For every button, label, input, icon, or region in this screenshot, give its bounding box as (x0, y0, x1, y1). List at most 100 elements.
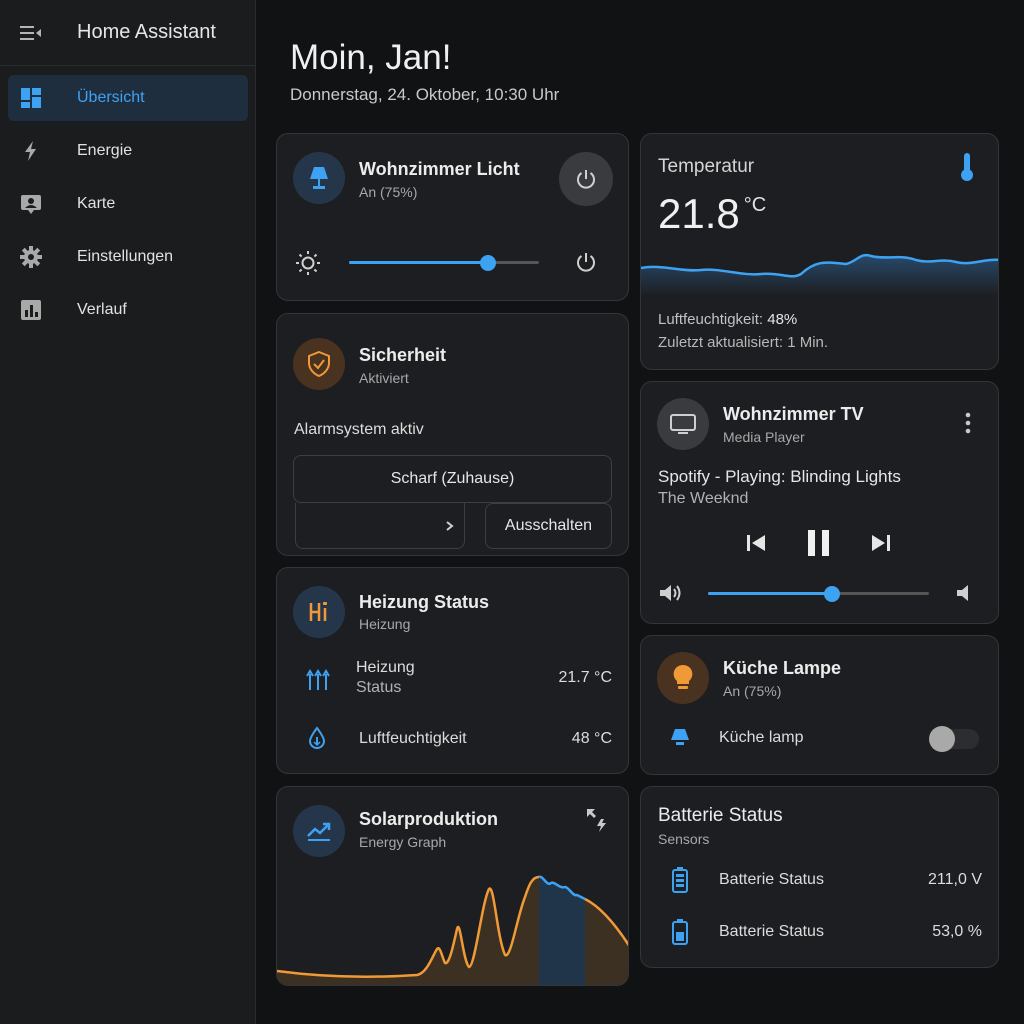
chevron-right-icon (446, 520, 454, 531)
skip-next-icon[interactable] (870, 532, 892, 554)
security-card: Sicherheit Aktiviert Alarmsystem aktiv S… (276, 313, 629, 556)
skip-previous-icon[interactable] (745, 532, 767, 554)
battery-title: Batterie Status (658, 805, 783, 826)
light-title: Wohnzimmer Licht (359, 159, 520, 179)
humidity-line: Luftfeuchtigkeit: 48% (658, 311, 797, 328)
solar-title: Solarproduktion (359, 809, 498, 829)
lamp-icon (310, 167, 328, 189)
sidebar-item-label: Einstellungen (77, 248, 174, 265)
kitchen-card: Küche Lampe An (75%) Küche lamp (640, 635, 999, 775)
lamp-icon-circle[interactable] (293, 152, 345, 204)
pause-icon[interactable] (805, 528, 833, 558)
volume-slider[interactable] (708, 585, 929, 602)
sidebar: Home Assistant Übersicht Energie Karte E… (0, 0, 256, 1024)
expand-button[interactable] (295, 503, 465, 549)
humidity-row-label: Luftfeuchtigkeit (359, 730, 467, 747)
tv-subtitle: Media Player (723, 429, 805, 445)
tv-title: Wohnzimmer TV (723, 404, 864, 424)
radiator-icon (309, 602, 327, 621)
brightness-slider-fill (349, 261, 488, 264)
map-icon (21, 195, 41, 214)
battery-row-label: Batterie Status (719, 923, 824, 940)
chart-icon (21, 300, 41, 320)
kitchen-toggle-label: Küche lamp (719, 729, 804, 746)
sidebar-item-verlauf[interactable]: Verlauf (8, 287, 248, 333)
battery-card: Batterie Status Sensors Batterie Status … (640, 786, 999, 968)
kitchen-title: Küche Lampe (723, 658, 842, 678)
sidebar-item-label: Energie (77, 142, 133, 159)
last-updated: Zuletzt aktualisiert: 1 Min. (658, 334, 829, 351)
solar-card: Solarproduktion Energy Graph (276, 786, 629, 986)
temperature-value: 21.8 (658, 190, 740, 237)
sidebar-item-energie[interactable]: Energie (8, 128, 248, 174)
heating-row-label-sub: Status (356, 679, 402, 696)
heating-subtitle: Heizung (359, 616, 411, 632)
sidebar-item-label: Verlauf (77, 301, 127, 318)
light-card: Wohnzimmer Licht An (75%) (276, 133, 629, 301)
battery-full-icon (672, 867, 688, 893)
battery-subtitle: Sensors (658, 831, 710, 847)
volume-down-icon[interactable] (955, 583, 973, 603)
shield-icon-circle[interactable] (293, 338, 345, 390)
heating-icon-circle[interactable] (293, 586, 345, 638)
battery-row-label: Batterie Status (719, 871, 824, 888)
power-icon[interactable] (575, 251, 597, 273)
battery-row-value: 53,0 % (932, 923, 982, 940)
volume-slider-knob[interactable] (823, 585, 840, 602)
expand-arrows-icon[interactable] (585, 807, 611, 833)
menu-toggle-button[interactable] (0, 0, 62, 66)
dashboard-icon (21, 88, 41, 108)
track-artist: The Weeknd (658, 490, 749, 507)
power-icon (577, 170, 595, 189)
more-options-button[interactable] (959, 410, 977, 436)
arm-home-button[interactable]: Scharf (Zuhause) (293, 455, 612, 503)
solar-subtitle: Energy Graph (359, 834, 447, 850)
sidebar-item-karte[interactable]: Karte (8, 181, 248, 227)
brightness-slider[interactable] (349, 254, 539, 271)
battery-row-value: 211,0 V (928, 871, 982, 888)
heating-row-value: 21.7 °C (558, 669, 612, 686)
heat-arrows-icon (306, 669, 330, 690)
more-vert-icon (965, 412, 971, 434)
humidity-value: 48% (767, 311, 798, 328)
gear-icon (20, 246, 42, 268)
sidebar-item-einstellungen[interactable]: Einstellungen (8, 234, 248, 280)
menu-icon (20, 25, 41, 40)
temperature-card: Temperatur 21.8 °C Luftfeuchtigkeit: 48%… (640, 133, 999, 370)
volume-slider-fill (708, 592, 832, 595)
disarm-button[interactable]: Ausschalten (485, 503, 612, 549)
volume-up-icon[interactable] (658, 582, 684, 604)
sidebar-item-label: Karte (77, 195, 116, 212)
tv-card: Wohnzimmer TV Media Player Spotify - Pla… (640, 381, 999, 624)
trend-icon (307, 822, 331, 841)
toggle-knob (929, 726, 955, 752)
app-title: Home Assistant (77, 21, 216, 43)
light-power-button[interactable] (559, 152, 613, 206)
security-status: Aktiviert (359, 370, 409, 386)
shield-icon (308, 351, 330, 377)
sidebar-item-label: Übersicht (77, 89, 145, 106)
tv-icon (670, 414, 696, 434)
thermometer-icon (961, 153, 973, 181)
temperature-unit: °C (743, 194, 767, 216)
brightness-slider-knob[interactable] (479, 254, 496, 271)
kitchen-status: An (75%) (723, 683, 782, 699)
bulb-icon-circle[interactable] (657, 652, 709, 704)
humidity-row-value: 48 °C (571, 730, 612, 747)
heating-row-label: Heizung (356, 659, 415, 676)
lightning-icon (25, 141, 36, 161)
battery-half-icon (672, 919, 688, 945)
ceiling-lamp-icon (671, 729, 689, 745)
temperature-graph (641, 253, 998, 296)
heating-title: Heizung Status (359, 592, 490, 612)
solar-graph (277, 875, 628, 985)
security-title: Sicherheit (359, 345, 447, 365)
brightness-icon (296, 251, 320, 275)
tv-icon-circle[interactable] (657, 398, 709, 450)
solar-icon-circle[interactable] (293, 805, 345, 857)
kitchen-lamp-toggle[interactable] (929, 726, 979, 752)
lightbulb-icon (673, 664, 693, 689)
humidity-label: Luftfeuchtigkeit: (658, 311, 764, 328)
heating-card: Heizung Status Heizung Heizung Status 21… (276, 567, 629, 774)
sidebar-item-uebersicht[interactable]: Übersicht (8, 75, 248, 121)
